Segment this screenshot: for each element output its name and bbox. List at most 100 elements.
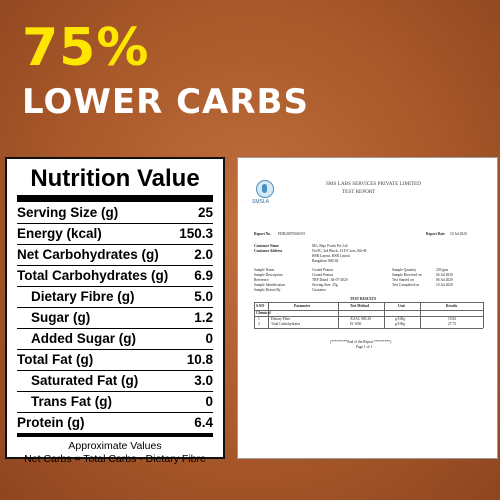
sample-id-label: Sample Identification (254, 283, 286, 287)
table-border (254, 302, 483, 303)
nutrition-note-approximate: Approximate Values (68, 440, 162, 452)
col-parameter: Parameter (294, 304, 311, 308)
nutrition-row-net-carbohydrates: Net Carbohydrates (g) 2.0 (17, 245, 213, 266)
result-param: Dietary Fibre (271, 317, 291, 321)
result-value: 19.82 (448, 317, 457, 321)
reference: TRF Dated : 04-07-2020 (312, 278, 348, 282)
nutrition-row-total-fat: Total Fat (g) 10.8 (17, 350, 213, 371)
nutrition-label: Dietary Fibre (g) (31, 289, 135, 304)
qty-label: Sample Quantity (392, 268, 417, 272)
headline-lower-carbs: LOWER CARBS (22, 82, 309, 122)
nutrition-label: Saturated Fat (g) (31, 373, 139, 388)
nutrition-row-serving-size: Serving Size (g) 25 (17, 203, 213, 224)
nutrition-value: 6.4 (194, 415, 213, 430)
nutrition-label: Energy (kcal) (17, 226, 102, 241)
received-label: Sample Received on (392, 273, 422, 277)
table-border (420, 302, 421, 328)
col-sno: S.NO (256, 304, 265, 308)
nutrition-note-net-carbs: Net Carbs = Total Carbs - Dietary Fibre (24, 453, 206, 465)
reference-label: Reference (254, 278, 269, 282)
nutrition-value: 0 (205, 394, 213, 409)
table-border (338, 302, 339, 328)
customer-name-label: Customer Name (254, 244, 279, 248)
nutrition-value: 2.0 (194, 247, 213, 262)
received: 04 Jul 2020 (436, 273, 453, 277)
results-title: TEST RESULTS (350, 297, 377, 301)
result-method: AOAC 985.29 (350, 317, 371, 321)
nutrition-value: 150.3 (179, 226, 213, 241)
nutrition-row-sugar: Sugar (g) 1.2 (17, 308, 213, 329)
table-border (268, 302, 269, 328)
sample-drawn: Customer (312, 288, 326, 292)
report-date: 10 Jul 2020 (450, 232, 467, 236)
nutrition-row-added-sugar: Added Sugar (g) 0 (17, 329, 213, 350)
result-param: Total Carbohydrates (271, 322, 301, 326)
report-date-label: Report Date (426, 232, 445, 236)
nutrition-label: Serving Size (g) (17, 205, 119, 220)
nutrition-row-energy: Energy (kcal) 150.3 (17, 224, 213, 245)
nutrition-title: Nutrition Value (17, 165, 213, 202)
sample-name-label: Sample Name (254, 268, 275, 272)
sample-name: Coated Peanut (312, 268, 333, 272)
lab-test-report-card: SMSLA SMS LABS SERVICES PRIVATE LIMITED … (237, 157, 498, 459)
table-border (254, 310, 483, 311)
nutrition-row-dietary-fibre: Dietary Fibre (g) 5.0 (17, 287, 213, 308)
result-value: 27.73 (448, 322, 457, 326)
table-border (254, 316, 483, 317)
table-border (384, 302, 385, 328)
report-subtitle: TEST REPORT (342, 189, 376, 195)
nutrition-label: Net Carbohydrates (g) (17, 247, 159, 262)
nutrition-value: 3.0 (194, 373, 213, 388)
nutrition-row-total-carbohydrates: Total Carbohydrates (g) 6.9 (17, 266, 213, 287)
table-border (254, 328, 483, 329)
nutrition-label: Total Fat (g) (17, 352, 94, 367)
smsla-logo-icon (256, 180, 274, 198)
page-number: Page 1 of 1 (356, 345, 373, 349)
nutrition-value: 5.0 (194, 289, 213, 304)
sample-id: Serving Size: 25g (312, 283, 338, 287)
completed: 10 Jul 2020 (436, 283, 453, 287)
table-border (254, 302, 255, 328)
col-results: Results (446, 304, 458, 308)
customer-address-line: HSR Layout, HSR Layout (312, 254, 350, 258)
nutrition-value: 25 (197, 205, 213, 220)
nutrition-value: 1.2 (194, 310, 213, 325)
result-unit: g/100g (395, 322, 405, 326)
nutrition-label: Added Sugar (g) (31, 331, 136, 346)
headline-percentage: 75% (22, 18, 150, 78)
qty: 250 gms (436, 268, 449, 272)
report-company: SMS LABS SERVICES PRIVATE LIMITED (326, 181, 421, 187)
col-method: Test Method (350, 304, 370, 308)
nutrition-label: Total Carbohydrates (g) (17, 268, 169, 283)
table-border (483, 302, 484, 328)
sample-desc: Coated Peanut (312, 273, 333, 277)
completed-label: Test Completed on (392, 283, 420, 287)
col-unit: Unit (398, 304, 405, 308)
section-chemical: Chemical (256, 311, 271, 315)
started-label: Test Started on (392, 278, 414, 282)
customer-address-line: Bangalore 560102 (312, 259, 339, 263)
nutrition-label: Sugar (g) (31, 310, 91, 325)
nutrition-label: Trans Fat (g) (31, 394, 113, 409)
result-method: IS 1656 (350, 322, 362, 326)
nutrition-value-card: Nutrition Value Serving Size (g) 25 Ener… (5, 157, 225, 465)
customer-address-label: Customer Address (254, 249, 283, 253)
result-unit: g/100g (395, 317, 405, 321)
logo-text: SMSLA (252, 199, 269, 205)
sample-desc-label: Sample Description (254, 273, 283, 277)
customer-address-line: No:9C, 3rd Block, 14 D Cross, 8th+B (312, 249, 367, 253)
nutrition-label: Protein (g) (17, 415, 85, 430)
nutrition-value: 10.8 (186, 352, 213, 367)
started: 06 Jul 2020 (436, 278, 453, 282)
nutrition-row-protein: Protein (g) 6.4 (17, 413, 213, 437)
result-sno: 1 (258, 317, 260, 321)
nutrition-row-saturated-fat: Saturated Fat (g) 3.0 (17, 371, 213, 392)
sample-drawn-label: Sample Drawn By (254, 288, 281, 292)
nutrition-value: 6.9 (194, 268, 213, 283)
result-sno: 2 (258, 322, 260, 326)
customer-name: M/s. Bajo Foods Pvt Ltd (312, 244, 348, 248)
nutrition-value: 0 (205, 331, 213, 346)
end-of-report: (*********End of the Report *********) (330, 340, 392, 344)
report-no-label: Report No. (254, 232, 271, 236)
report-no: FDR/20070040-05 (278, 232, 306, 236)
